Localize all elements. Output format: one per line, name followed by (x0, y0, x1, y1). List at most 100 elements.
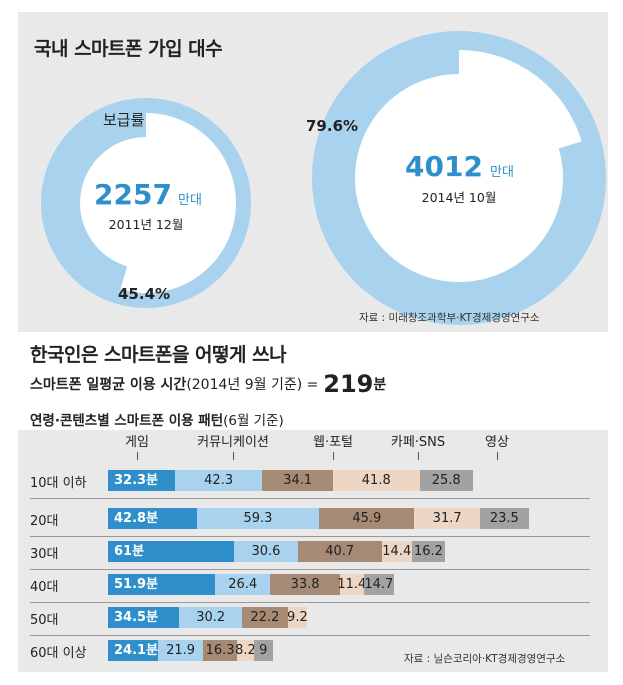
category-tick-4 (418, 452, 419, 460)
category-label-5: 영상 (485, 435, 509, 450)
donut-2014-date: 2014년 10월 (422, 190, 497, 205)
row-divider (30, 635, 590, 636)
donut-charts: 보급률 45.4% 79.6% 2257 만대 2011년 12월 4012 만… (41, 31, 606, 325)
bar-segment (414, 508, 480, 529)
chart-title: 연령·콘텐츠별 스마트폰 이용 패턴(6월 기준) (30, 409, 284, 429)
donut-2011-center (80, 137, 212, 269)
donut-2014-unit: 만대 (490, 165, 514, 180)
data-label: 45.9 (352, 511, 382, 526)
data-label: 34.1 (283, 473, 313, 488)
row-divider (30, 536, 590, 537)
donut-2011 (41, 98, 251, 308)
donut-2011-date: 2011년 12월 (109, 217, 184, 232)
category-label-1: 게임 (125, 435, 149, 450)
data-label: 24.1분 (114, 643, 159, 658)
bar-segment (236, 640, 254, 661)
data-label: 21.9 (166, 643, 196, 658)
bar-segment (108, 508, 197, 529)
data-label: 14.7 (364, 577, 394, 592)
daily-usage-line: 스마트폰 일평균 이용 시간(2014년 9월 기준) = 219분 (30, 370, 386, 398)
category-tick-1 (137, 452, 138, 460)
age-label-4: 40대 (30, 580, 59, 595)
pct-2011-label: 45.4% (118, 285, 170, 303)
bar-segment (411, 541, 446, 562)
data-label: 26.4 (228, 577, 258, 592)
bar-segment (241, 607, 288, 628)
data-label: 51.9분 (114, 577, 159, 592)
section1-source: 자료 : 미래창조과학부·KT경제경영연구소 (359, 312, 540, 324)
section1-title: 국내 스마트폰 가입 대수 (34, 38, 223, 60)
bar-segment (174, 470, 263, 491)
data-label: 33.8 (290, 577, 320, 592)
bar-segment (157, 640, 204, 661)
bar-segment (363, 574, 395, 595)
row-divider (30, 602, 590, 603)
category-label-4: 카페·SNS (390, 435, 446, 450)
category-tick-5 (497, 452, 498, 460)
bar-segment (179, 607, 242, 628)
data-label: 16.3 (205, 643, 235, 658)
bar-segment (287, 607, 307, 628)
bar-segment (108, 607, 180, 628)
age-label-1: 10대 이하 (30, 476, 87, 491)
bar-segment (297, 541, 382, 562)
row-divider (30, 569, 590, 570)
data-label: 42.3 (204, 473, 234, 488)
category-tick-3 (333, 452, 334, 460)
category-tick-2 (233, 452, 234, 460)
data-label: 34.5분 (114, 610, 159, 625)
bar-segment (253, 640, 273, 661)
section2-title: 한국인은 스마트폰을 어떻게 쓰나 (30, 344, 287, 366)
section2-source: 자료 : 닐슨코리아·KT경제경영연구소 (404, 653, 566, 665)
age-label-5: 50대 (30, 613, 59, 628)
data-label: 30.6 (251, 544, 281, 559)
data-label: 30.2 (196, 610, 226, 625)
bar-segment (419, 470, 473, 491)
daily-usage-basis: (2014년 9월 기준) = (186, 377, 319, 393)
bar-segment (319, 508, 415, 529)
data-label: 31.7 (432, 511, 462, 526)
bar-segment (381, 541, 412, 562)
data-label: 32.3분 (114, 473, 159, 488)
bar-segment (108, 541, 235, 562)
donut-2011-unit: 만대 (178, 193, 202, 208)
data-label: 11.4 (337, 577, 367, 592)
data-label: 9 (259, 643, 268, 658)
donut-2014 (312, 31, 606, 325)
bar-segment (340, 574, 364, 595)
data-label: 9.2 (287, 610, 308, 625)
category-label-3: 웹·포털 (312, 435, 354, 450)
chart-title-basis: (6월 기준) (223, 413, 284, 429)
data-label: 16.2 (413, 544, 443, 559)
data-label: 22.2 (250, 610, 280, 625)
data-label: 41.8 (361, 473, 391, 488)
data-label: 8.2 (235, 643, 256, 658)
bar-segment (108, 574, 216, 595)
age-label-2: 20대 (30, 514, 59, 529)
data-label: 14.4 (382, 544, 412, 559)
bar-segment (196, 508, 320, 529)
daily-usage-value: 219 (323, 370, 374, 398)
daily-usage-unit: 분 (373, 377, 387, 393)
bar-segment (108, 640, 158, 661)
donut-2014-center (355, 74, 563, 282)
penetration-label: 보급률 (103, 111, 145, 129)
donut-2011-number: 2257 (94, 178, 172, 211)
chart-title-text: 연령·콘텐츠별 스마트폰 이용 패턴 (30, 413, 224, 429)
bar-segment (234, 541, 298, 562)
data-label: 40.7 (325, 544, 355, 559)
data-label: 25.8 (431, 473, 461, 488)
data-label: 23.5 (489, 511, 519, 526)
bar-segment (333, 470, 420, 491)
daily-usage-label: 스마트폰 일평균 이용 시간 (30, 377, 187, 393)
pct-2014-label: 79.6% (306, 117, 358, 135)
bar-segment (108, 470, 175, 491)
data-label: 59.3 (243, 511, 273, 526)
bar-segment (270, 574, 341, 595)
donut-2014-number: 4012 (405, 150, 483, 183)
age-label-6: 60대 이상 (30, 646, 87, 661)
age-label-3: 30대 (30, 547, 59, 562)
bar-segment (262, 470, 333, 491)
